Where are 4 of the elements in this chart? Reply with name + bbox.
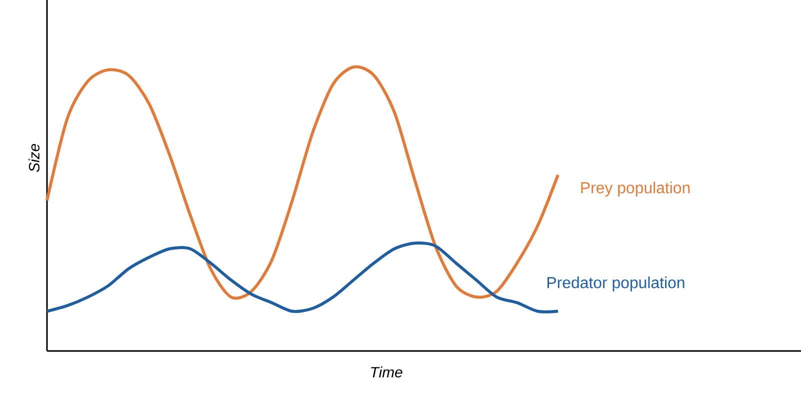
series-label: Prey population <box>581 182 690 197</box>
y-axis-title: Size <box>28 144 40 172</box>
x-axis-title: Time <box>371 366 402 378</box>
series-label: Predator population <box>548 276 684 292</box>
